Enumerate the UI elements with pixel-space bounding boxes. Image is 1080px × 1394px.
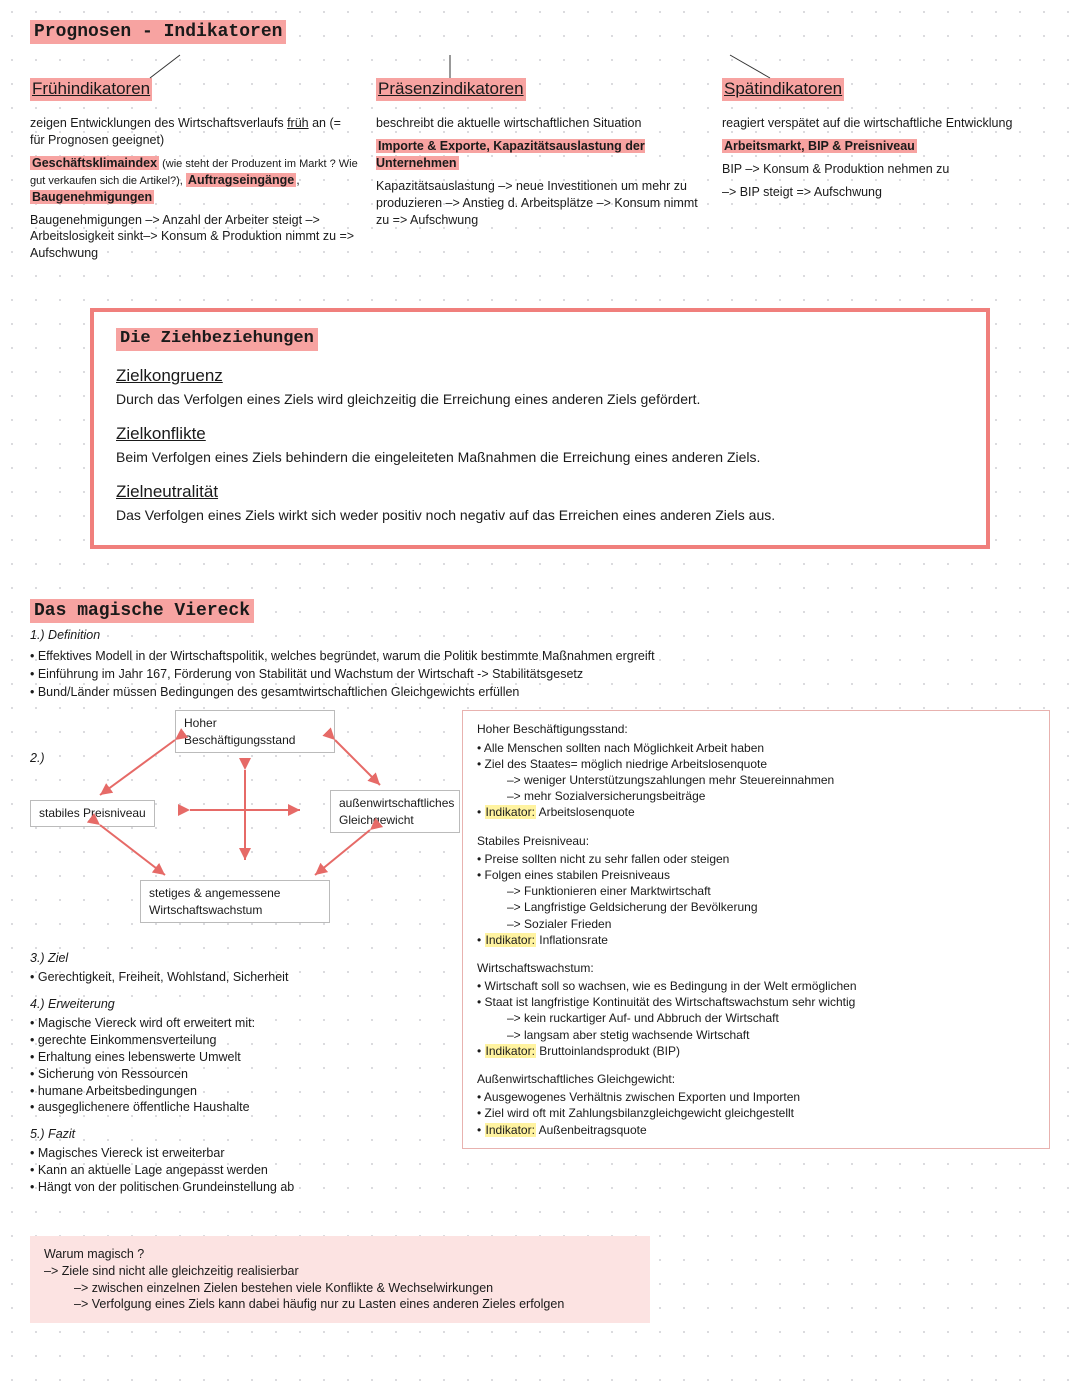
g4b: • Ziel wird oft mit Zahlungsbilanzgleich… [477, 1105, 1035, 1121]
node-bottom: stetiges & angemessene Wirtschaftswachst… [140, 880, 330, 922]
blk-ziel: 3.) Ziel • Gerechtigkeit, Freiheit, Wohl… [30, 950, 450, 986]
g2b: • Folgen eines stabilen Preisniveaus [477, 867, 1035, 883]
viereck-title: Das magische Viereck [30, 599, 254, 623]
erw-t: 4.) Erweiterung [30, 996, 450, 1013]
g2e: –> Sozialer Frieden [477, 916, 1035, 932]
def3: • Bund/Länder müssen Bedingungen des ges… [30, 684, 1050, 701]
g2c: –> Funktionieren einer Marktwirtschaft [477, 883, 1035, 899]
g2a: • Preise sollten nicht zu sehr fallen od… [477, 851, 1035, 867]
n2-label: 2.) [30, 750, 45, 767]
erw3: • Sicherung von Ressourcen [30, 1066, 450, 1083]
z1-title: Zielkongruenz [116, 365, 964, 388]
grp-aussen: Außenwirtschaftliches Gleichgewicht: • A… [477, 1071, 1035, 1138]
g4a: • Ausgewogenes Verhältnis zwischen Expor… [477, 1089, 1035, 1105]
fazit1: • Magisches Viereck ist erweiterbar [30, 1145, 450, 1162]
g1d: –> mehr Sozialversicherungsbeiträge [477, 788, 1035, 804]
node-right: außenwirtschaftliches Gleichgewicht [330, 790, 460, 832]
spaet-p2: Arbeitsmarkt, BIP & Preisniveau [722, 138, 1050, 155]
main-title: Prognosen - Indikatoren [30, 20, 1050, 44]
warum-box: Warum magisch ? –> Ziele sind nicht alle… [30, 1236, 650, 1324]
z3-desc: Das Verfolgen eines Ziels wirkt sich wed… [116, 506, 964, 525]
erw0: • Magische Viereck wird oft erweitert mi… [30, 1015, 450, 1032]
ziel1: • Gerechtigkeit, Freiheit, Wohlstand, Si… [30, 969, 450, 986]
z2-desc: Beim Verfolgen eines Ziels behindern die… [116, 448, 964, 467]
viereck-row: 2.) Hoher Beschäftigungsstand stabiles P… [30, 710, 1050, 1205]
warum-t: Warum magisch ? [44, 1246, 636, 1263]
g1t: Hoher Beschäftigungsstand: [477, 721, 1035, 737]
viereck-def-t: 1.) Definition [30, 627, 1050, 644]
node-top: Hoher Beschäftigungsstand [175, 710, 335, 752]
g3t: Wirtschaftswachstum: [477, 960, 1035, 976]
g4t: Außenwirtschaftliches Gleichgewicht: [477, 1071, 1035, 1087]
spaet-title: Spätindikatoren [722, 78, 844, 101]
g1e: • Indikator: Arbeitslosenquote [477, 804, 1035, 820]
viereck-diagram: 2.) Hoher Beschäftigungsstand stabiles P… [30, 710, 450, 940]
main-title-text: Prognosen - Indikatoren [30, 20, 286, 44]
def2: • Einführung im Jahr 167, Förderung von … [30, 666, 1050, 683]
praesenz-title: Präsenzindikatoren [376, 78, 526, 101]
ziel-neutral: Zielneutralität Das Verfolgen eines Ziel… [116, 481, 964, 525]
fazit3: • Hängt von der politischen Grundeinstel… [30, 1179, 450, 1196]
erw5: • ausgeglichenere öffentliche Haushalte [30, 1099, 450, 1116]
z2-title: Zielkonflikte [116, 423, 964, 446]
frueh-p3: Baugenehmigungen –> Anzahl der Arbeiter … [30, 212, 358, 263]
erw1: • gerechte Einkommensverteilung [30, 1032, 450, 1049]
g2t: Stabiles Preisniveau: [477, 833, 1035, 849]
g1c: –> weniger Unterstützungszahlungen mehr … [477, 772, 1035, 788]
indicator-columns: Frühindikatoren zeigen Entwicklungen des… [30, 78, 1050, 268]
blk-erw: 4.) Erweiterung • Magische Viereck wird … [30, 996, 450, 1116]
viereck-left-text: 3.) Ziel • Gerechtigkeit, Freiheit, Wohl… [30, 950, 450, 1195]
fazit-t: 5.) Fazit [30, 1126, 450, 1143]
frueh-p1: zeigen Entwicklungen des Wirtschaftsverl… [30, 115, 358, 149]
spaet-p4: –> BIP steigt => Aufschwung [722, 184, 1050, 201]
erw4: • humane Arbeitsbedingungen [30, 1083, 450, 1100]
praesenz-p2: Importe & Exporte, Kapazitätsauslastung … [376, 138, 704, 172]
praesenz-p3: Kapazitätsauslastung –> neue Investition… [376, 178, 704, 229]
g3a: • Wirtschaft soll so wachsen, wie es Bed… [477, 978, 1035, 994]
g3e: • Indikator: Bruttoinlandsprodukt (BIP) [477, 1043, 1035, 1059]
erw2: • Erhaltung eines lebenswerte Umwelt [30, 1049, 450, 1066]
z3-title: Zielneutralität [116, 481, 964, 504]
ziel-t: 3.) Ziel [30, 950, 450, 967]
g1b: • Ziel des Staates= möglich niedrige Arb… [477, 756, 1035, 772]
ziehbeziehungen-box: Die Ziehbeziehungen Zielkongruenz Durch … [90, 308, 990, 548]
spaet-p3: BIP –> Konsum & Produktion nehmen zu [722, 161, 1050, 178]
viereck-right-box: Hoher Beschäftigungsstand: • Alle Mensch… [462, 710, 1050, 1148]
col-praesenz: Präsenzindikatoren beschreibt die aktuel… [376, 78, 704, 268]
g3c: –> kein ruckartiger Auf- und Abbruch der… [477, 1010, 1035, 1026]
g2f: • Indikator: Inflationsrate [477, 932, 1035, 948]
ziel-konflikte: Zielkonflikte Beim Verfolgen eines Ziels… [116, 423, 964, 467]
frueh-p2: Geschäftsklimaindex (wie steht der Produ… [30, 155, 358, 206]
g3d: –> langsam aber stetig wachsende Wirtsch… [477, 1027, 1035, 1043]
g4c: • Indikator: Außenbeitragsquote [477, 1122, 1035, 1138]
praesenz-p1: beschreibt die aktuelle wirtschaftlichen… [376, 115, 704, 132]
warum-b: –> zwischen einzelnen Zielen bestehen vi… [44, 1280, 636, 1297]
fazit2: • Kann an aktuelle Lage angepasst werden [30, 1162, 450, 1179]
warum-a: –> Ziele sind nicht alle gleichzeitig re… [44, 1263, 636, 1280]
g1a: • Alle Menschen sollten nach Möglichkeit… [477, 740, 1035, 756]
g2d: –> Langfristige Geldsicherung der Bevölk… [477, 899, 1035, 915]
viereck-section: Das magische Viereck 1.) Definition • Ef… [30, 599, 1050, 1206]
warum-c: –> Verfolgung eines Ziels kann dabei häu… [44, 1296, 636, 1313]
z1-desc: Durch das Verfolgen eines Ziels wird gle… [116, 390, 964, 409]
frueh-title: Frühindikatoren [30, 78, 152, 101]
col-spaet: Spätindikatoren reagiert verspätet auf d… [722, 78, 1050, 268]
ziehbez-title: Die Ziehbeziehungen [116, 328, 318, 351]
node-left: stabiles Preisniveau [30, 800, 155, 826]
def1: • Effektives Modell in der Wirtschaftspo… [30, 648, 1050, 665]
grp-beschaeftigung: Hoher Beschäftigungsstand: • Alle Mensch… [477, 721, 1035, 820]
spaet-p1: reagiert verspätet auf die wirtschaftlic… [722, 115, 1050, 132]
grp-wachstum: Wirtschaftswachstum: • Wirtschaft soll s… [477, 960, 1035, 1059]
g3b: • Staat ist langfristige Kontinuität des… [477, 994, 1035, 1010]
col-frueh: Frühindikatoren zeigen Entwicklungen des… [30, 78, 358, 268]
blk-fazit: 5.) Fazit • Magisches Viereck ist erweit… [30, 1126, 450, 1196]
viereck-left: 2.) Hoher Beschäftigungsstand stabiles P… [30, 710, 450, 1205]
viereck-def-list: • Effektives Modell in der Wirtschaftspo… [30, 648, 1050, 701]
ziel-kongruenz: Zielkongruenz Durch das Verfolgen eines … [116, 365, 964, 409]
branch-lines [30, 50, 1050, 78]
grp-preisniveau: Stabiles Preisniveau: • Preise sollten n… [477, 833, 1035, 948]
